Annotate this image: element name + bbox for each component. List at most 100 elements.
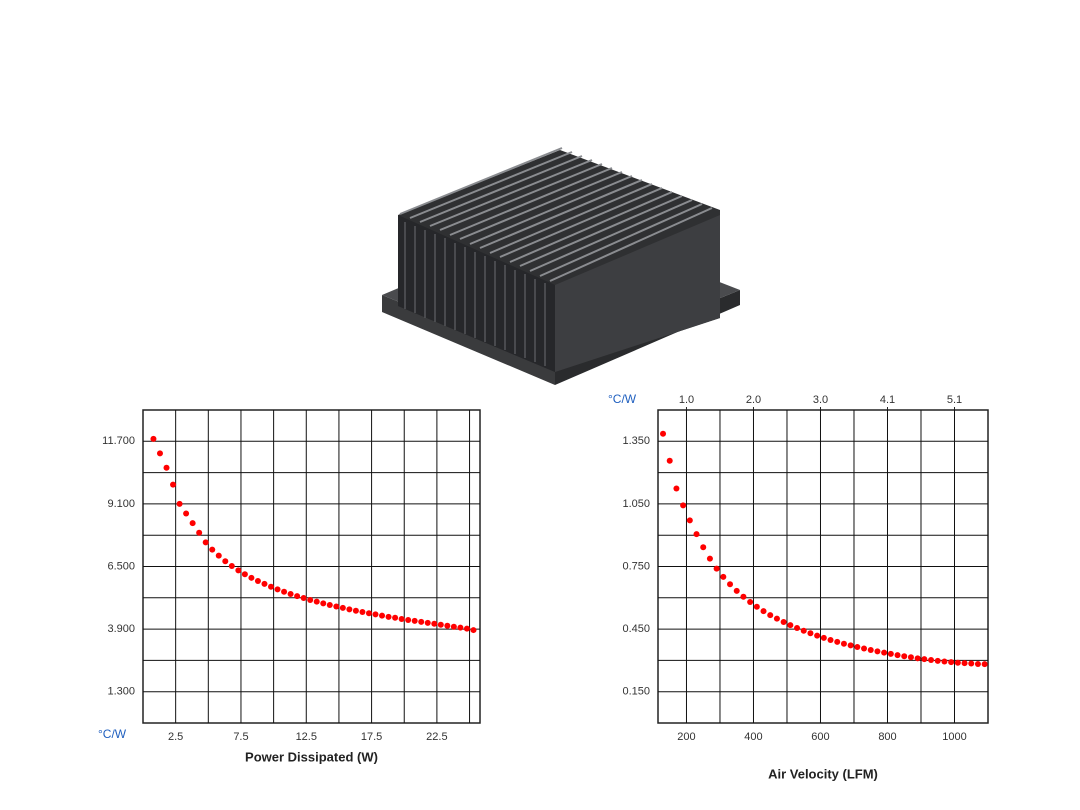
data-point [921, 656, 928, 663]
data-point [176, 500, 183, 507]
data-point [339, 604, 346, 611]
data-point [431, 620, 438, 627]
data-point [352, 607, 359, 614]
data-point [254, 577, 261, 584]
x-tick-label: 400 [744, 731, 762, 743]
data-point [183, 510, 190, 517]
y-tick-label: 6.500 [107, 560, 135, 572]
data-point [156, 450, 163, 457]
data-point [385, 613, 392, 620]
data-point [867, 646, 874, 653]
y-tick-label: 1.050 [622, 498, 650, 510]
data-point [313, 598, 320, 605]
data-point [814, 632, 821, 639]
data-point [954, 659, 961, 666]
data-point [189, 520, 196, 527]
y-tick-label: 3.900 [107, 623, 135, 635]
data-point [437, 621, 444, 628]
data-point [463, 625, 470, 632]
x2-tick-label: 2.0 [746, 394, 761, 406]
x-axis-label: Power Dissipated (W) [245, 749, 378, 764]
data-point [365, 610, 372, 617]
data-point [780, 619, 787, 626]
data-point [228, 563, 235, 570]
data-point [666, 457, 673, 464]
data-point [424, 619, 431, 626]
x-tick-label: 17.5 [361, 731, 382, 743]
data-point [202, 539, 209, 546]
data-point [767, 612, 774, 619]
data-point [268, 583, 275, 590]
data-point [874, 648, 881, 655]
data-point [281, 588, 288, 595]
x-tick-label: 7.5 [233, 731, 248, 743]
data-point [222, 558, 229, 565]
data-point [392, 614, 399, 621]
data-point [320, 600, 327, 607]
data-point [450, 623, 457, 630]
data-point [274, 586, 281, 593]
data-point [827, 636, 834, 643]
data-point [294, 593, 301, 600]
data-point [740, 593, 747, 600]
data-point [326, 602, 333, 609]
x2-tick-label: 5.1 [947, 394, 962, 406]
data-point [948, 659, 955, 666]
data-point [840, 640, 847, 647]
data-point [686, 517, 693, 524]
data-point [901, 653, 908, 660]
data-point [241, 571, 248, 578]
data-point [854, 644, 861, 651]
data-point [928, 656, 935, 663]
data-point [170, 481, 177, 488]
data-point [747, 598, 754, 605]
data-point [807, 630, 814, 637]
x-tick-label: 600 [811, 731, 829, 743]
data-point [794, 625, 801, 632]
data-point [847, 642, 854, 649]
unit-label: °C/W [98, 727, 127, 741]
data-point [760, 608, 767, 615]
data-point [346, 606, 353, 613]
data-point [418, 618, 425, 625]
data-point [907, 654, 914, 661]
data-point [150, 435, 157, 442]
data-point [680, 502, 687, 509]
data-point [333, 603, 340, 610]
data-point [894, 652, 901, 659]
data-point [359, 609, 366, 616]
data-point [300, 595, 307, 602]
data-point [787, 622, 794, 629]
data-point [673, 485, 680, 492]
y-tick-label: 1.300 [107, 686, 135, 698]
data-point [163, 464, 170, 471]
y-tick-label: 1.350 [622, 435, 650, 447]
data-point [941, 658, 948, 665]
data-point [215, 552, 222, 559]
x-tick-label: 2.5 [168, 731, 183, 743]
x-tick-label: 1000 [942, 731, 966, 743]
data-point [887, 650, 894, 657]
data-point [834, 638, 841, 645]
data-point [209, 546, 216, 553]
y-tick-label: 0.750 [622, 560, 650, 572]
data-point [720, 573, 727, 580]
data-point [307, 596, 314, 603]
data-point [235, 567, 242, 574]
data-point [457, 624, 464, 631]
x2-tick-label: 1.0 [679, 394, 694, 406]
data-point [398, 615, 405, 622]
x2-tick-label: 3.0 [813, 394, 828, 406]
data-point [261, 580, 268, 587]
data-point [444, 622, 451, 629]
data-point [248, 574, 255, 581]
data-point [379, 612, 386, 619]
data-point [961, 660, 968, 667]
data-point [861, 645, 868, 652]
data-point [773, 615, 780, 622]
x-tick-label: 200 [677, 731, 695, 743]
data-point [800, 627, 807, 634]
data-point [981, 661, 988, 668]
unit-label: °C/W [608, 392, 637, 406]
